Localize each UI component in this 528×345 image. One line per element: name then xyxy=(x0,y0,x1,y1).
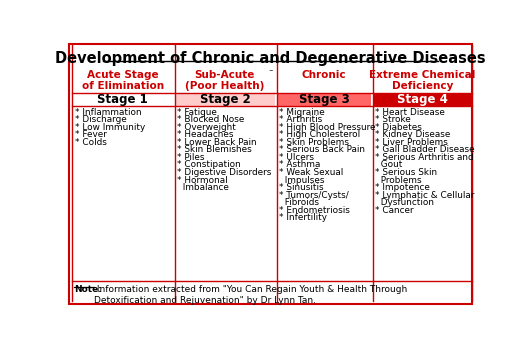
Text: * Infertility: * Infertility xyxy=(279,213,327,222)
Text: Problems: Problems xyxy=(375,176,422,185)
Text: * Piles: * Piles xyxy=(177,153,204,162)
Text: Note:: Note: xyxy=(74,286,101,295)
Text: * High Cholesterol: * High Cholesterol xyxy=(279,130,360,139)
Text: Gout: Gout xyxy=(375,160,403,169)
Bar xyxy=(373,93,472,106)
Text: * Colds: * Colds xyxy=(74,138,107,147)
Text: Stage 2: Stage 2 xyxy=(200,93,250,106)
Text: * Lower Back Pain: * Lower Back Pain xyxy=(177,138,257,147)
Text: Extreme Chemical
Deficiency
Degeneration: Extreme Chemical Deficiency Degeneration xyxy=(369,70,476,103)
Text: Stage 4: Stage 4 xyxy=(397,93,448,106)
Bar xyxy=(72,93,173,106)
Bar xyxy=(277,93,371,106)
Text: * Heart Disease: * Heart Disease xyxy=(375,108,445,117)
Text: * Serious Arthritis and: * Serious Arthritis and xyxy=(375,153,474,162)
Text: * Impotence: * Impotence xyxy=(375,183,430,192)
Text: * Asthma: * Asthma xyxy=(279,160,320,169)
Text: Impulses: Impulses xyxy=(279,176,325,185)
Text: * High Blood Pressure: * High Blood Pressure xyxy=(279,123,375,132)
Text: * Cancer: * Cancer xyxy=(375,206,414,215)
Text: * Kidney Disease: * Kidney Disease xyxy=(375,130,450,139)
Text: * Low Immunity: * Low Immunity xyxy=(74,123,145,132)
Text: -: - xyxy=(268,64,273,77)
Text: Development of Chronic and Degenerative Diseases: Development of Chronic and Degenerative … xyxy=(55,51,486,66)
Text: * Discharge: * Discharge xyxy=(74,115,126,124)
Text: Stage 1: Stage 1 xyxy=(97,93,148,106)
Text: * Migraine: * Migraine xyxy=(279,108,325,117)
Text: Imbalance: Imbalance xyxy=(177,183,229,192)
Text: * Ulcers: * Ulcers xyxy=(279,153,314,162)
Text: Acute Stage
of Elimination: Acute Stage of Elimination xyxy=(81,70,164,91)
Text: * Endometriosis: * Endometriosis xyxy=(279,206,350,215)
Text: * Skin Blemishes: * Skin Blemishes xyxy=(177,145,251,154)
Text: Chronic: Chronic xyxy=(302,70,346,80)
Text: Dysfunction: Dysfunction xyxy=(375,198,434,207)
Text: * Hormonal: * Hormonal xyxy=(177,176,228,185)
Text: Fibroids: Fibroids xyxy=(279,198,319,207)
Text: * Serious Back Pain: * Serious Back Pain xyxy=(279,145,365,154)
Text: * Skin Problems: * Skin Problems xyxy=(279,138,349,147)
Text: * Overweight: * Overweight xyxy=(177,123,235,132)
Text: * Liver Problems: * Liver Problems xyxy=(375,138,448,147)
Text: * Sinusitis: * Sinusitis xyxy=(279,183,324,192)
Text: * Inflammation: * Inflammation xyxy=(74,108,141,117)
Text: * Weak Sexual: * Weak Sexual xyxy=(279,168,343,177)
Text: * Fever: * Fever xyxy=(74,130,107,139)
Text: * Blocked Nose: * Blocked Nose xyxy=(177,115,244,124)
Text: * Gall Bladder Disease: * Gall Bladder Disease xyxy=(375,145,475,154)
Text: * Constipation: * Constipation xyxy=(177,160,241,169)
Text: * Lymphatic & Cellular: * Lymphatic & Cellular xyxy=(375,191,475,200)
Text: Information extracted from "You Can Regain Youth & Health Through
Detoxification: Information extracted from "You Can Rega… xyxy=(94,286,407,305)
Text: * Fatigue: * Fatigue xyxy=(177,108,216,117)
Text: * Headaches: * Headaches xyxy=(177,130,233,139)
Text: * Stroke: * Stroke xyxy=(375,115,411,124)
Text: Stage 3: Stage 3 xyxy=(299,93,350,106)
Text: * Diabetes: * Diabetes xyxy=(375,123,422,132)
Text: * Arthritis: * Arthritis xyxy=(279,115,323,124)
Bar xyxy=(174,93,275,106)
Text: Sub-Acute
(Poor Health): Sub-Acute (Poor Health) xyxy=(185,70,265,91)
Text: * Digestive Disorders: * Digestive Disorders xyxy=(177,168,271,177)
Text: * Serious Skin: * Serious Skin xyxy=(375,168,437,177)
Text: * Tumors/Cysts/: * Tumors/Cysts/ xyxy=(279,191,349,200)
